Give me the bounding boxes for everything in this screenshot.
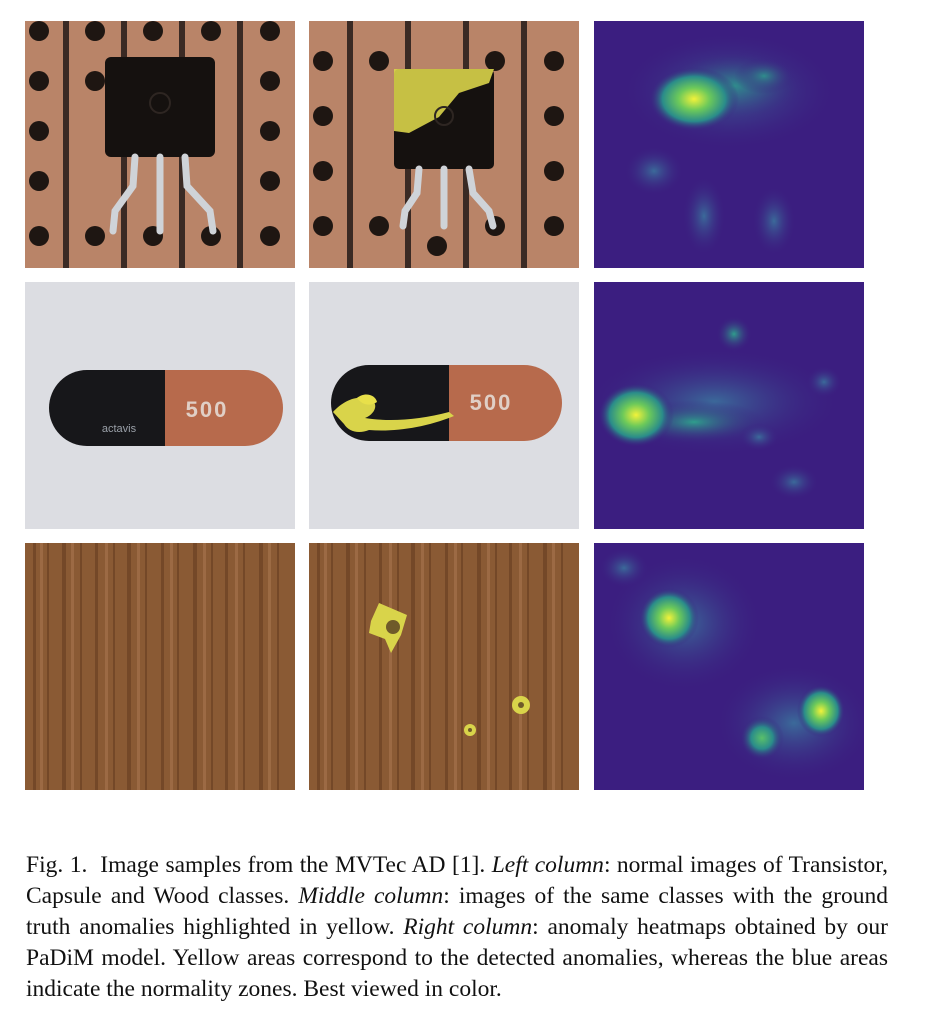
transistor-normal-photo (25, 21, 295, 268)
caption-text-4: : anomaly heatmaps obtained by our PaDiM… (26, 913, 889, 1002)
figure-caption: Fig. 1. Image samples from the MVTec AD … (26, 850, 888, 1005)
capsule-normal-image: 500 actavis (25, 282, 295, 529)
figure-grid: 500 actavis 500 (25, 21, 864, 790)
transistor-heatmap (594, 21, 864, 268)
caption-label: Fig. 1. (26, 851, 88, 878)
capsule-logo: actavis (102, 423, 137, 435)
caption-right-column: Right column (403, 913, 533, 940)
transistor-anomaly-image (309, 21, 579, 268)
capsule-normal-photo: 500 actavis (25, 282, 295, 529)
capsule-anomaly-photo: 500 (309, 282, 579, 529)
wood-normal-photo (25, 543, 295, 790)
caption-text-1: Image samples from the MVTec AD [1]. (100, 851, 492, 878)
caption-text-3: : images of the same classes with the gr… (26, 882, 889, 940)
caption-left-column: Left column (491, 851, 604, 878)
wood-anomaly-photo (309, 543, 579, 790)
transistor-anomaly-photo (309, 21, 579, 268)
wood-anomaly-image (309, 543, 579, 790)
caption-middle-column: Middle column (298, 882, 444, 909)
capsule-heatmap-image (594, 282, 864, 529)
wood-heatmap (594, 543, 864, 790)
transistor-heatmap-image (594, 21, 864, 268)
capsule-print-label: 500 (186, 397, 229, 422)
wood-heatmap-image (594, 543, 864, 790)
capsule-anomaly-image: 500 (309, 282, 579, 529)
transistor-normal-image (25, 21, 295, 268)
wood-normal-image (25, 543, 295, 790)
capsule-print-label: 500 (470, 390, 513, 415)
capsule-heatmap (594, 282, 864, 529)
caption-text-2: : normal images of Transistor, Capsule a… (26, 851, 889, 909)
